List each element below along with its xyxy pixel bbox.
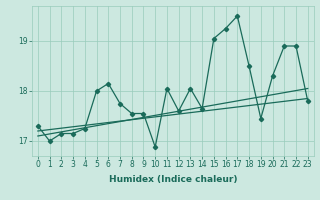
X-axis label: Humidex (Indice chaleur): Humidex (Indice chaleur) bbox=[108, 175, 237, 184]
